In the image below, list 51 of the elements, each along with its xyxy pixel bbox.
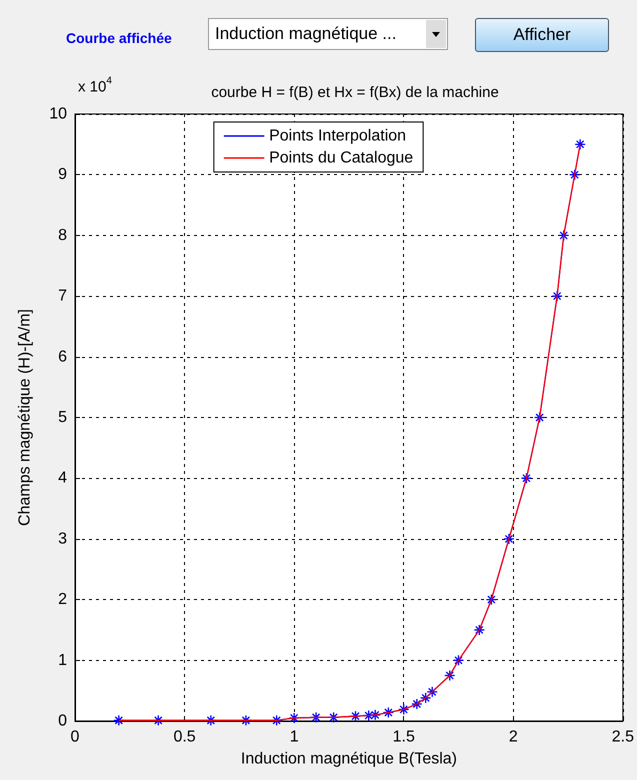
y-tick-label: 10 bbox=[49, 106, 68, 122]
point bbox=[411, 698, 423, 710]
text: Courbe affichée bbox=[66, 30, 172, 46]
point bbox=[382, 706, 394, 718]
point bbox=[350, 710, 362, 722]
legend-label: Points du Catalogue bbox=[269, 150, 414, 166]
y-tick-label: 3 bbox=[58, 530, 68, 548]
chart-title: courbe H = f(B) et Hx = f(Bx) de la machine bbox=[211, 84, 499, 101]
point bbox=[486, 594, 498, 606]
point bbox=[363, 710, 374, 722]
point bbox=[398, 704, 410, 716]
point bbox=[474, 624, 485, 636]
x-tick-label: 2.5 bbox=[612, 728, 634, 746]
x-tick-label: 1 bbox=[290, 728, 299, 746]
point bbox=[551, 290, 563, 302]
point bbox=[503, 533, 515, 545]
point bbox=[310, 712, 322, 724]
point bbox=[520, 472, 532, 484]
y-axis-title: Champs magnétique (H)-[A/m] bbox=[16, 309, 34, 526]
point bbox=[288, 712, 300, 724]
point bbox=[270, 714, 282, 726]
y-tick-label: 2 bbox=[58, 591, 68, 608]
point bbox=[569, 169, 580, 180]
y-tick-label: 7 bbox=[58, 288, 68, 305]
dropdown: Induction magnétique ... bbox=[208, 18, 448, 50]
x-tick-label: 0.5 bbox=[173, 728, 196, 746]
y-tick-label: 4 bbox=[58, 470, 68, 487]
point bbox=[574, 138, 586, 150]
x-axis-title: Induction magnétique B(Tesla) bbox=[240, 750, 457, 768]
button: Afficher bbox=[475, 18, 609, 52]
x-tick-label: 0 bbox=[70, 728, 80, 746]
legend-label: Points Interpolation bbox=[269, 128, 406, 144]
y-tick-label: 6 bbox=[58, 348, 68, 366]
point bbox=[558, 230, 570, 242]
y-tick-label: 8 bbox=[58, 226, 68, 244]
point bbox=[534, 412, 546, 424]
point bbox=[152, 714, 164, 726]
point bbox=[113, 714, 124, 726]
point bbox=[420, 692, 432, 704]
y-tick-label: 1 bbox=[58, 652, 68, 669]
x-tick-label: 2 bbox=[508, 728, 518, 746]
x-tick-label: 1.5 bbox=[392, 728, 415, 746]
y-tick-label: 9 bbox=[58, 166, 68, 184]
point bbox=[452, 654, 464, 666]
point bbox=[370, 709, 381, 721]
point bbox=[328, 712, 340, 724]
y-tick-label: 0 bbox=[58, 712, 68, 730]
y-tick-label: 5 bbox=[58, 409, 68, 426]
point bbox=[444, 670, 456, 682]
point bbox=[240, 714, 252, 726]
point bbox=[205, 714, 217, 726]
